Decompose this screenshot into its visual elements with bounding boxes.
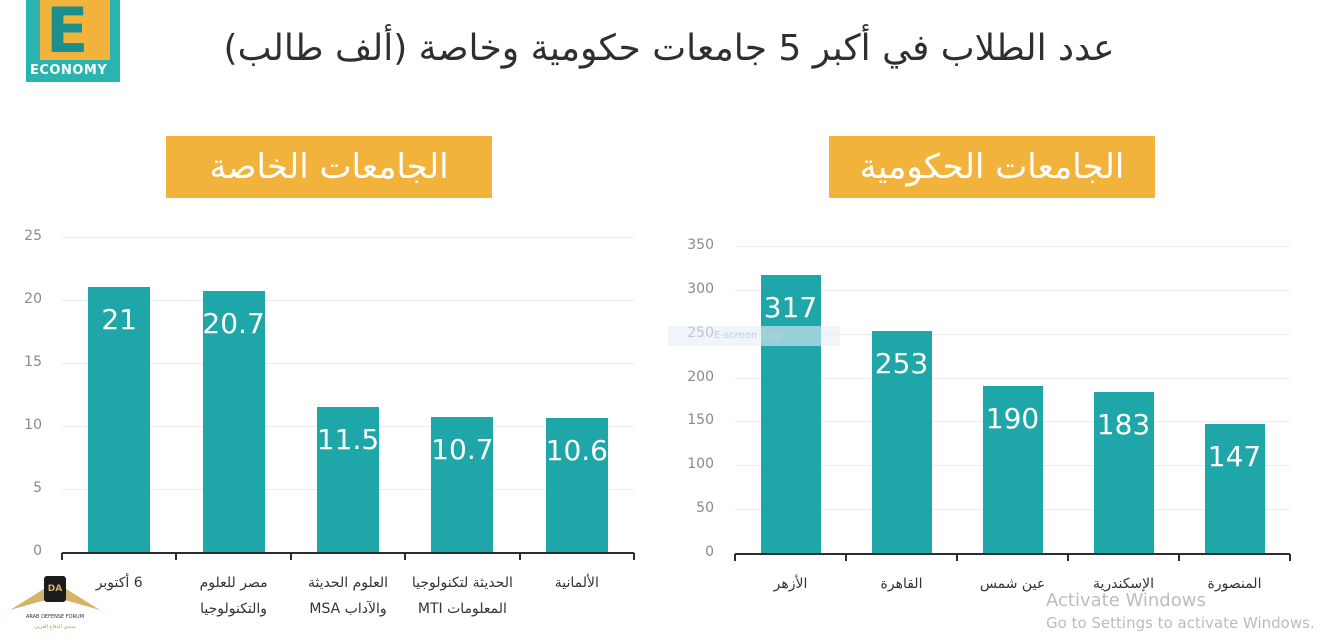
x-axis-tick [61,553,63,560]
forum-name: ARAB DEFENSE FORUM [25,614,85,620]
screen-snip-overlay: E-screen Snip [668,326,840,346]
x-axis-tick [175,553,178,560]
arab-defense-forum-logo: DA ARAB DEFENSE FORUM منتدى الدفاع العرب… [10,572,100,638]
x-axis-tick [404,553,407,560]
activate-windows-title: Activate Windows [1046,590,1206,611]
bar [982,386,1043,553]
x-category-label: الألمانية [520,570,634,596]
bar [545,418,608,552]
bar [1204,424,1265,553]
activate-windows-subtitle: Go to Settings to activate Windows. [1046,614,1315,632]
x-category-line: 6 أكتوبر [95,575,143,591]
gridline [62,237,634,238]
bar-value-label: 147 [1207,440,1262,474]
bar [760,274,821,553]
bar-value-label: 190 [985,402,1040,436]
bar-value-label: 21 [101,303,137,337]
x-axis-tick [289,553,292,560]
gridline [735,333,1290,335]
x-category-line: المنصورة [1207,576,1262,592]
y-tick-label: 350 [687,237,714,253]
x-category-line: الأزهر [773,576,808,592]
x-category-label: الأزهر [735,571,846,597]
gridline [62,300,634,301]
x-category-label: الإسكندرية [1068,571,1179,597]
forum-subtitle: منتدى الدفاع العربي [34,624,76,630]
y-tick-label: 0 [705,544,714,560]
bar-value-label: 183 [1096,408,1151,442]
x-category-label: المنصورة [1179,571,1290,597]
x-category-label: مصر للعلوم والتكنولوجيا [176,570,290,622]
x-axis-line [735,553,1290,555]
x-category-line: القاهرة [880,576,923,592]
y-tick-label: 20 [24,291,42,307]
x-axis-tick [1067,554,1069,561]
x-axis-tick [956,554,958,561]
bar [1093,392,1154,553]
y-tick-label: 25 [24,228,42,244]
x-axis-tick [1289,554,1291,561]
logo-letter: E [46,0,89,67]
bar [317,407,379,552]
bar-value-label: 20.7 [202,307,265,341]
x-axis-line [62,552,634,554]
x-category-label: الحديثة لتكنولوجيا المعلومات MTI [405,570,519,622]
gridline [735,246,1290,247]
bar-value-label: 10.7 [431,433,494,467]
economy-logo: E ECONOMY [26,0,120,82]
x-axis-tick [633,553,635,560]
x-axis-tick [845,554,847,561]
x-category-line: مصر للعلوم [199,575,268,591]
x-category-line: الإسكندرية [1092,576,1155,592]
bar-value-label: 11.5 [316,423,380,457]
y-tick-label: 10 [24,417,42,433]
gridline [62,363,634,364]
y-tick-label: 300 [687,280,714,297]
y-tick-label: 0 [33,543,42,559]
y-tick-label: 15 [24,354,42,370]
public-universities-banner: الجامعات الحكومية [829,136,1155,198]
y-tick-label: 150 [687,412,714,429]
x-category-line: والآداب MSA [309,601,387,617]
y-tick-label: 100 [687,456,714,473]
y-tick-label: 50 [696,500,714,517]
bar-value-label: 317 [763,290,818,324]
y-tick-label: 200 [687,368,714,385]
x-category-line: الحديثة لتكنولوجيا [411,575,513,591]
x-category-label: 6 أكتوبر [62,570,176,596]
bar [431,417,494,552]
x-category-label: العلوم الحديثة والآداب MSA [291,570,405,622]
gridline [735,377,1290,379]
logo-text: ECONOMY [30,63,108,78]
logo-accent [40,0,110,60]
bar [202,291,265,552]
bar [871,331,932,553]
x-category-line: والتكنولوجيا [200,601,268,617]
page-title: عدد الطلاب في أكبر 5 جامعات حكومية وخاصة… [223,28,1115,69]
x-category-line: المعلومات MTI [417,601,507,617]
y-tick-label: 5 [33,480,42,496]
x-category-label: عين شمس [957,571,1068,597]
x-category-line: الألمانية [554,575,599,591]
x-category-line: العلوم الحديثة [307,575,389,591]
x-axis-tick [734,554,736,561]
private-universities-banner: الجامعات الخاصة [166,136,492,198]
bar-value-label: 10.6 [545,434,608,468]
x-axis-tick [1178,554,1180,561]
x-category-label: القاهرة [846,571,957,597]
forum-badge: DA [44,576,66,602]
x-axis-tick [518,553,521,560]
x-category-line: عين شمس [979,576,1046,592]
gridline [735,289,1290,291]
bar [88,287,151,552]
bar-value-label: 253 [874,347,929,381]
